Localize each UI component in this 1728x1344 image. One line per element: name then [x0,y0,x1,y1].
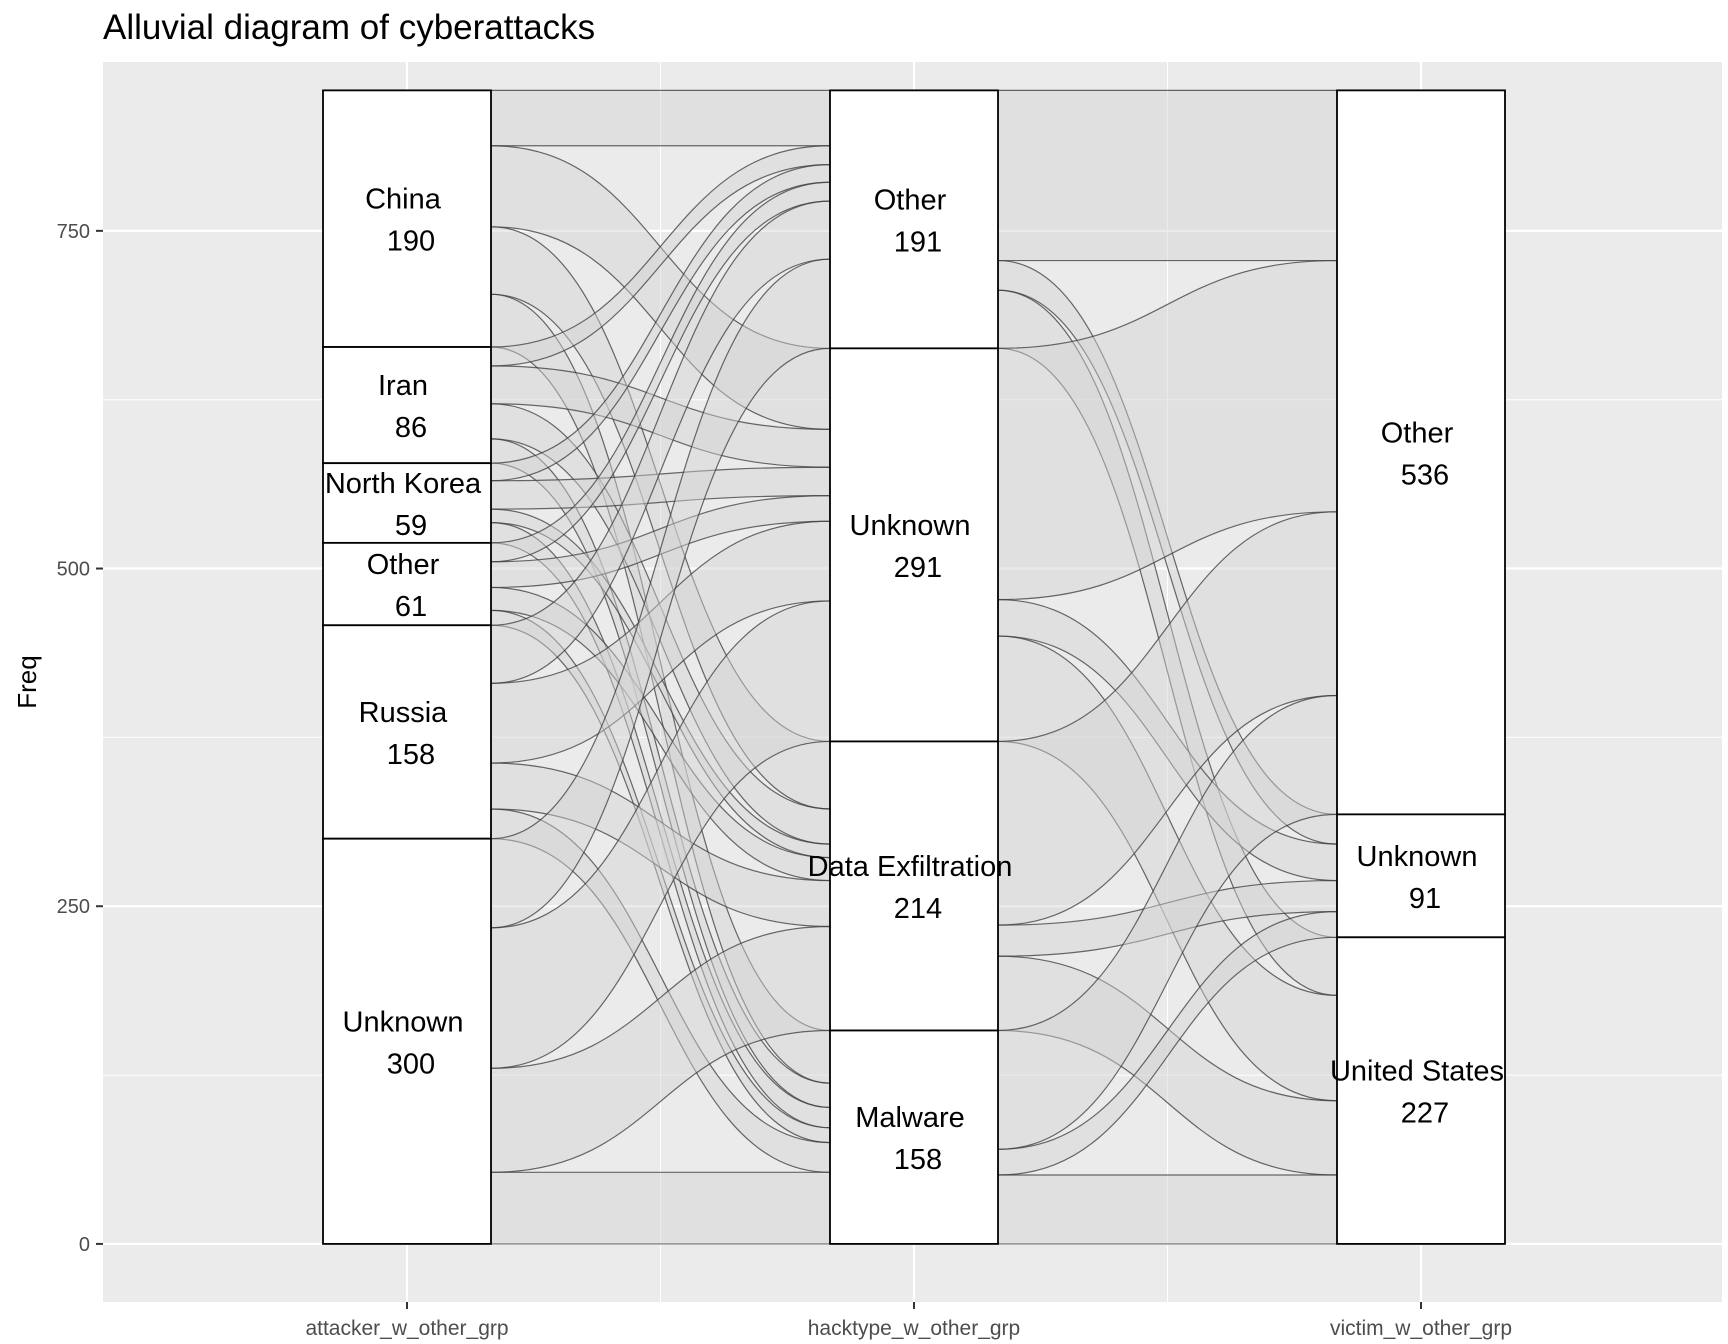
x-axis: attacker_w_other_grp hacktype_w_other_grp… [305,1302,1512,1340]
stratum-box [1336,936,1506,1245]
stratum-box [829,1029,999,1245]
stratum-box [322,462,492,544]
stratum-count: 227 [1401,1098,1449,1130]
strata: China 190 Iran 86 North Korea 59 Other 61 Russia… [322,89,1506,1245]
stratum-count: 214 [894,893,942,925]
stratum-label: United States [1330,1056,1504,1088]
flows [490,89,1338,1245]
flow-band [490,1171,831,1245]
stratum-label: Unknown [343,1006,464,1038]
stratum-box [322,541,492,627]
stratum-count: 158 [387,739,435,771]
flow-band [997,89,1338,262]
flow-band [997,1174,1338,1245]
stratum-box [322,624,492,840]
x-tick-label: victim_w_other_grp [1330,1317,1512,1340]
stratum-count: 190 [387,226,435,258]
stratum-count: 91 [1409,883,1441,915]
stratum-box [829,347,999,743]
stratum-box [322,837,492,1245]
x-tick-label: attacker_w_other_grp [305,1317,508,1340]
stratum-box [829,89,999,350]
y-tick-label: 750 [57,221,90,243]
stratum-count: 158 [894,1144,942,1176]
x-tick-label: hacktype_w_other_grp [808,1317,1020,1340]
stratum-box [322,346,492,465]
stratum-label: Data Exfiltration [808,851,1013,883]
stratum-label: Other [874,184,947,216]
stratum-label: Russia [359,697,449,729]
stratum-label: Unknown [850,510,971,542]
stratum-count: 300 [387,1048,435,1080]
y-axis: 0 250 500 750 Freq [12,221,103,1256]
stratum-label: Malware [855,1102,965,1134]
flow-band [490,89,831,147]
stratum-box [322,89,492,348]
stratum-count: 59 [395,510,427,542]
stratum-count: 86 [395,412,427,444]
y-tick-label: 500 [57,559,90,581]
stratum-label: Iran [378,370,428,402]
y-tick-label: 0 [79,1234,90,1256]
y-tick-label: 250 [57,896,90,918]
stratum-label: Other [367,549,440,581]
y-axis-label: Freq [12,655,42,708]
stratum-label: North Korea [325,468,482,500]
stratum-label: Unknown [1357,841,1478,873]
stratum-label: Other [1381,417,1454,449]
chart-title: Alluvial diagram of cyberattacks [103,8,596,47]
stratum-count: 536 [1401,459,1449,491]
stratum-count: 191 [894,226,942,258]
stratum-label: China [365,184,442,216]
stratum-count: 61 [395,591,427,623]
stratum-count: 291 [894,552,942,584]
stratum-box [1336,813,1506,939]
stratum-box [1336,89,1506,816]
stratum-box [829,740,999,1032]
